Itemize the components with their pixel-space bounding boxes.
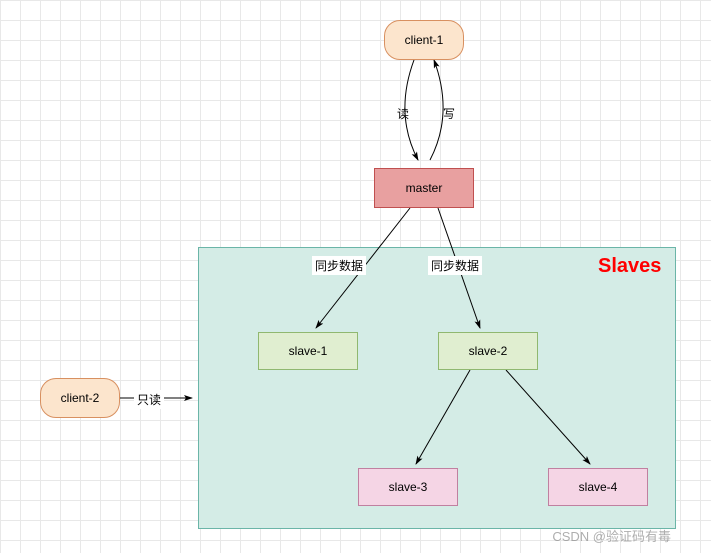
node-label: slave-2 [469, 344, 508, 358]
node-master: master [374, 168, 474, 208]
edge-label-sync-2: 同步数据 [428, 256, 482, 275]
edge-label-readonly: 只读 [134, 390, 164, 409]
node-label: slave-4 [579, 480, 618, 494]
edge-label-write: 写 [440, 104, 458, 123]
node-label: client-1 [405, 33, 444, 47]
node-label: slave-1 [289, 344, 328, 358]
node-slave-4: slave-4 [548, 468, 648, 506]
node-label: slave-3 [389, 480, 428, 494]
node-slave-1: slave-1 [258, 332, 358, 370]
edge-label-read: 读 [394, 104, 412, 123]
node-slave-3: slave-3 [358, 468, 458, 506]
node-client-2: client-2 [40, 378, 120, 418]
node-label: master [406, 181, 443, 195]
edge-label-sync-1: 同步数据 [312, 256, 366, 275]
node-client-1: client-1 [384, 20, 464, 60]
watermark: CSDN @验证码有毒 [552, 526, 671, 545]
node-label: client-2 [61, 391, 100, 405]
slaves-label: Slaves [598, 255, 661, 278]
node-slave-2: slave-2 [438, 332, 538, 370]
